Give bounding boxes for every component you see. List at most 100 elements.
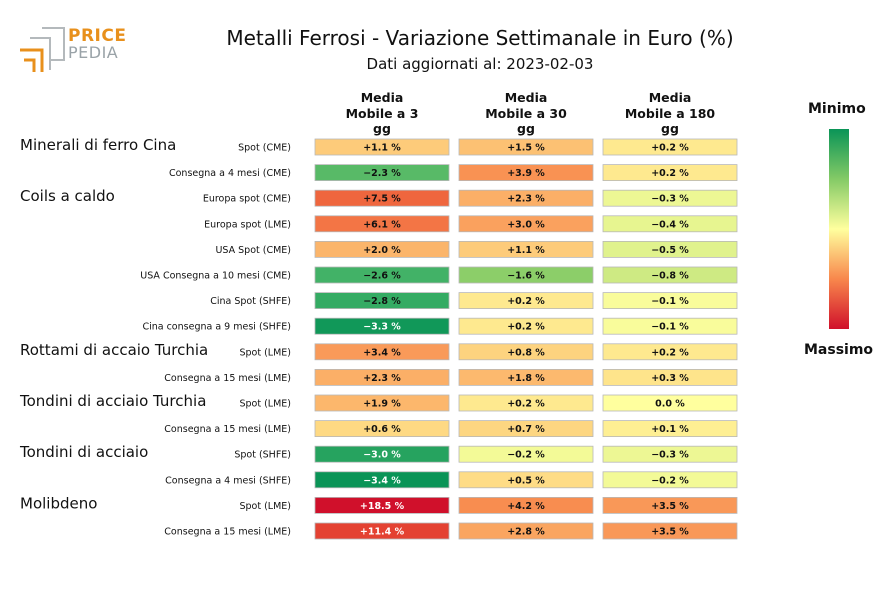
- heatmap-cell: [314, 471, 450, 489]
- heatmap-cell: [458, 496, 594, 514]
- heatmap-cell: [602, 368, 738, 386]
- cell-value-label: +0.1 %: [651, 424, 689, 435]
- heatmap-cell: [602, 164, 738, 182]
- heatmap-cell: [458, 368, 594, 386]
- heatmap-cell: [458, 317, 594, 335]
- heatmap-cell: [602, 445, 738, 463]
- cell-value-label: −2.6 %: [363, 271, 401, 282]
- cell-value-label: +3.4 %: [363, 347, 401, 358]
- logo-text-price: PRICE: [68, 26, 127, 46]
- cell-value-label: 0.0 %: [655, 399, 685, 410]
- pricepedia-logo: PRICE PEDIA: [20, 26, 130, 74]
- row-label: USA Spot (CME): [215, 245, 291, 256]
- logo-text-pedia: PEDIA: [68, 43, 119, 62]
- cell-value-label: +0.2 %: [507, 322, 545, 333]
- heatmap-cell: [314, 368, 450, 386]
- cell-value-label: −0.3 %: [651, 450, 689, 461]
- row-label: Spot (CME): [238, 143, 291, 154]
- logo-mark-icon: [20, 27, 65, 72]
- heatmap-cell: [458, 522, 594, 540]
- row-label: Spot (LME): [239, 501, 291, 512]
- heatmap-cell: [458, 138, 594, 156]
- chart-subtitle: Dati aggiornati al: 2023-02-03: [366, 55, 594, 73]
- heatmap-cell: [314, 445, 450, 463]
- chart-title: Metalli Ferrosi - Variazione Settimanale…: [226, 26, 734, 50]
- heatmap-cell: [314, 138, 450, 156]
- group-label: Tondini di acciaio: [19, 443, 148, 461]
- cell-value-label: −2.8 %: [363, 296, 401, 307]
- cell-value-label: −0.5 %: [651, 245, 689, 256]
- heatmap-cell: [314, 522, 450, 540]
- cell-value-label: +3.5 %: [651, 527, 689, 538]
- heatmap-cell: [314, 343, 450, 361]
- row-label: Europa spot (LME): [204, 219, 291, 230]
- cell-value-label: +0.2 %: [651, 143, 689, 154]
- cell-value-label: +0.2 %: [651, 347, 689, 358]
- cell-value-label: −0.1 %: [651, 322, 689, 333]
- cell-value-label: −1.6 %: [507, 271, 545, 282]
- heatmap-cell: [602, 240, 738, 258]
- cell-value-label: +1.1 %: [363, 143, 401, 154]
- cell-value-label: −0.3 %: [651, 194, 689, 205]
- cell-value-label: +0.2 %: [651, 168, 689, 179]
- cell-value-label: +0.7 %: [507, 424, 545, 435]
- heatmap-cell: [458, 266, 594, 284]
- row-label: Consegna a 15 mesi (LME): [164, 424, 291, 435]
- color-scale-bar: [829, 129, 849, 329]
- cell-value-label: −3.4 %: [363, 475, 401, 486]
- row-label: USA Consegna a 10 mesi (CME): [140, 271, 291, 282]
- cell-value-label: +1.1 %: [507, 245, 545, 256]
- group-label: Tondini di acciaio Turchia: [19, 392, 206, 410]
- cell-value-label: +0.2 %: [507, 296, 545, 307]
- heatmap-cell: [314, 240, 450, 258]
- group-label: Coils a caldo: [20, 187, 115, 205]
- row-label: Consegna a 4 mesi (CME): [169, 168, 291, 179]
- heatmap-cell: [602, 343, 738, 361]
- cell-value-label: +2.3 %: [507, 194, 545, 205]
- heatmap-cell: [458, 240, 594, 258]
- group-label: Rottami di accaio Turchia: [20, 341, 208, 359]
- heatmap-cell: [314, 164, 450, 182]
- heatmap-cell: [602, 471, 738, 489]
- cell-value-label: +11.4 %: [360, 527, 405, 538]
- row-label: Europa spot (CME): [203, 194, 291, 205]
- row-label: Cina Spot (SHFE): [210, 296, 291, 307]
- cell-value-label: +2.0 %: [363, 245, 401, 256]
- cell-value-label: +1.5 %: [507, 143, 545, 154]
- cell-value-label: −0.8 %: [651, 271, 689, 282]
- heatmap-cell: [458, 420, 594, 438]
- row-label: Consegna a 15 mesi (LME): [164, 373, 291, 384]
- heatmap-cell: [458, 292, 594, 310]
- heatmap-cell: [458, 189, 594, 207]
- cell-value-label: −3.3 %: [363, 322, 401, 333]
- cell-value-label: +0.8 %: [507, 347, 545, 358]
- cell-value-label: +6.1 %: [363, 219, 401, 230]
- cell-value-label: +3.9 %: [507, 168, 545, 179]
- cell-value-label: −0.2 %: [507, 450, 545, 461]
- cell-value-label: +0.2 %: [507, 399, 545, 410]
- cell-value-label: −2.3 %: [363, 168, 401, 179]
- cell-value-label: +18.5 %: [360, 501, 405, 512]
- row-label: Cina consegna a 9 mesi (SHFE): [142, 322, 291, 333]
- cell-value-label: +3.5 %: [651, 501, 689, 512]
- heatmap-cell: [602, 266, 738, 284]
- heatmap-cell: [314, 317, 450, 335]
- group-label: Minerali di ferro Cina: [20, 136, 176, 154]
- heatmap-cell: [314, 292, 450, 310]
- heatmap-cell: [458, 164, 594, 182]
- heatmap-cell: [602, 394, 738, 412]
- column-header-ma3: Media Mobile a 3 gg: [345, 90, 419, 136]
- heatmap-cell: [458, 215, 594, 233]
- heatmap-cell: [314, 215, 450, 233]
- heatmap-cell: [458, 394, 594, 412]
- cell-value-label: +7.5 %: [363, 194, 401, 205]
- cell-value-label: +4.2 %: [507, 501, 545, 512]
- cell-value-label: −3.0 %: [363, 450, 401, 461]
- legend-max-label: Massimo: [804, 342, 874, 358]
- heatmap-cell: [314, 496, 450, 514]
- cell-value-label: +1.8 %: [507, 373, 545, 384]
- heatmap-cell: [314, 420, 450, 438]
- cell-value-label: +0.5 %: [507, 475, 545, 486]
- cell-value-label: +1.9 %: [363, 399, 401, 410]
